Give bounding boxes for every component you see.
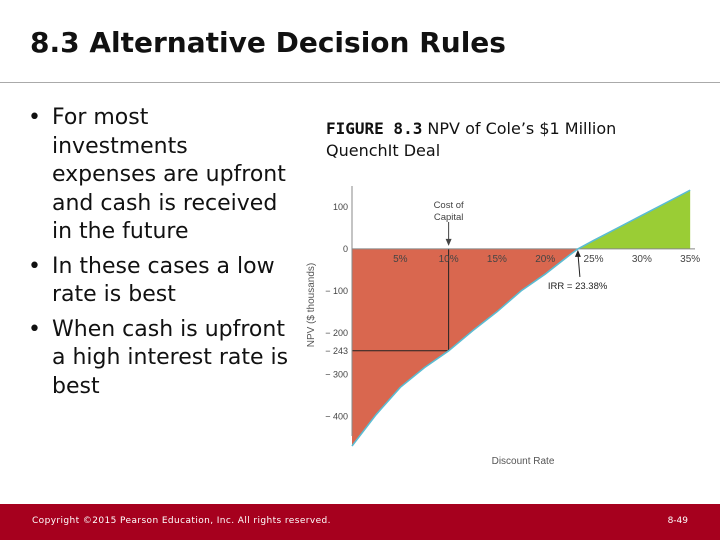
cost-of-capital-arrow-head: [445, 238, 452, 246]
y-axis-label: NPV ($ thousands): [306, 263, 317, 348]
y-tick-label: − 243: [325, 346, 348, 356]
negative-npv-area: [352, 248, 578, 446]
bullet-item: • For most investments expenses are upfro…: [28, 104, 290, 247]
slide-title: 8.3 Alternative Decision Rules: [30, 26, 506, 59]
irr-arrow-head: [574, 249, 581, 257]
bullet-text: In these cases a low rate is best: [52, 253, 275, 308]
y-tick-label: 100: [333, 202, 348, 212]
chart-tick-labels: 5% 10% 15% 20% 25% 30% 35% 100 0 − 100 − 200 − 243 −…: [325, 202, 700, 422]
y-tick-label: − 200: [325, 328, 348, 338]
figure-label: FIGURE 8.3: [326, 119, 423, 138]
x-tick-label: 25%: [584, 254, 604, 265]
y-tick-label: − 400: [325, 412, 348, 422]
bullet-item: • In these cases a low rate is best: [28, 253, 290, 310]
x-tick-label: 10%: [439, 254, 459, 265]
bullet-text: When cash is upfront a high interest rat…: [52, 316, 289, 399]
bullet-text: For most investments expenses are upfron…: [52, 105, 286, 244]
bullet-list: • For most investments expenses are upfro…: [28, 104, 290, 407]
bullet-marker: •: [28, 253, 41, 279]
y-tick-label: − 100: [325, 286, 348, 296]
chart-fills: [352, 190, 691, 446]
x-tick-label: 30%: [632, 254, 652, 265]
x-tick-label: 20%: [535, 254, 555, 265]
chart-series-line: [351, 189, 691, 447]
npv-curve: [351, 189, 691, 447]
title-divider: [0, 82, 720, 83]
footer-bar: Copyright ©2015 Pearson Education, Inc. …: [0, 504, 720, 540]
x-tick-label: 15%: [487, 254, 507, 265]
bullet-marker: •: [28, 105, 41, 130]
irr-label: IRR = 23.38%: [548, 281, 608, 292]
x-tick-label: 5%: [393, 254, 408, 265]
cost-of-capital-label: Capital: [434, 212, 464, 223]
page-number: 8-49: [667, 516, 688, 526]
cost-of-capital-label: Cost of: [434, 200, 464, 211]
figure-caption: FIGURE 8.3 NPV of Cole’s $1 Million Quen…: [326, 118, 686, 162]
x-axis-label: Discount Rate: [492, 456, 555, 467]
npv-chart: 5% 10% 15% 20% 25% 30% 35% 100 0 − 100 − 200 − 243 −…: [306, 186, 700, 467]
chart-guides: [352, 248, 450, 352]
copyright-text: Copyright ©2015 Pearson Education, Inc. …: [32, 516, 331, 526]
bullet-marker: •: [28, 316, 41, 342]
y-tick-label: 0: [343, 244, 348, 254]
bullet-item: • When cash is upfront a high interest ra…: [28, 316, 290, 402]
chart-axes: [351, 186, 695, 436]
y-tick-label: − 300: [325, 370, 348, 380]
figure-caption-text: NPV of Cole’s $1 Million QuenchIt Deal: [326, 119, 617, 160]
x-tick-label: 35%: [680, 254, 700, 265]
